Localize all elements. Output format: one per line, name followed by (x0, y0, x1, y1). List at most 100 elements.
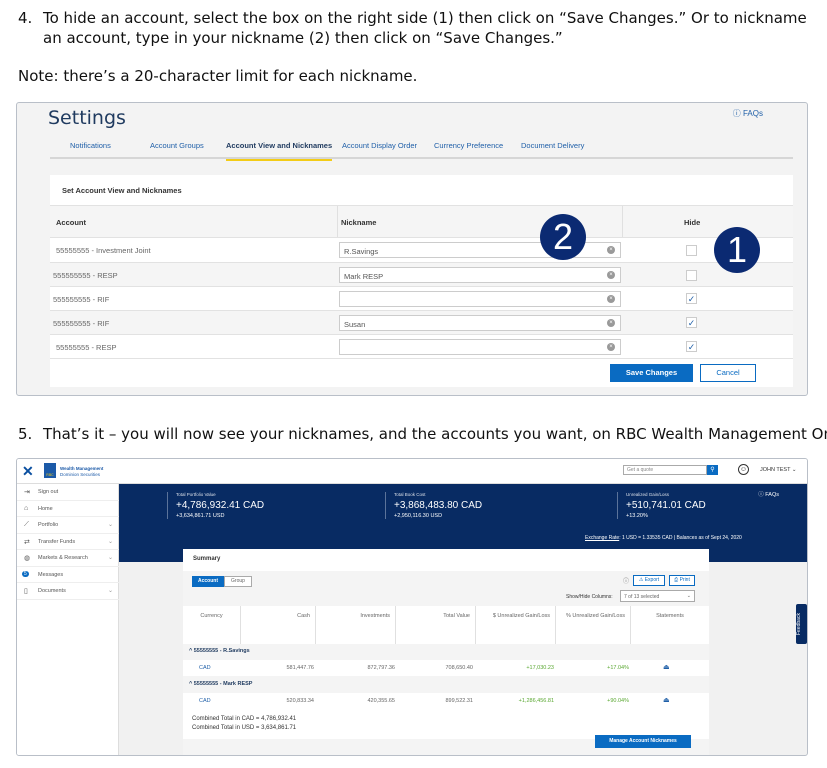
tab-account-view-nicknames[interactable]: Account View and Nicknames (226, 141, 333, 161)
quote-search-input[interactable]: Get a quote (623, 465, 707, 475)
show-hide-columns-select[interactable]: 7 of 13 selected ⌄ (620, 590, 695, 602)
callout-2: 2 (540, 214, 586, 260)
faqs-link[interactable]: ⓘ FAQs (758, 492, 779, 498)
tab-notifications[interactable]: Notifications (70, 141, 111, 150)
step-4-text: To hide an account, select the box on th… (43, 9, 807, 47)
hide-checkbox[interactable]: ✓ (686, 293, 697, 304)
account-name: 555555555 - RESP (53, 271, 118, 280)
close-icon[interactable]: ✕ (22, 463, 34, 479)
export-icon: ⚠ (638, 577, 644, 583)
statement-icon[interactable]: ⏏ (663, 664, 670, 671)
clear-icon[interactable]: × (607, 343, 615, 351)
sidebar-item-messages[interactable]: 5 Messages (17, 567, 119, 583)
document-icon: ▯ (24, 588, 28, 595)
nickname-input[interactable]: Mark RESP × (339, 267, 621, 283)
tab-currency-preference[interactable]: Currency Preference (434, 141, 504, 150)
user-avatar-icon[interactable]: ☺ (738, 464, 749, 475)
stat-total-book-cost: Total Book Cost +3,868,483.80 CAD +2,950,1… (385, 492, 482, 519)
info-icon[interactable]: ⓘ (623, 579, 630, 585)
sidebar-item-transfer-funds[interactable]: ⇄ Transfer Funds ⌄ (17, 534, 119, 550)
table-row: 55555555 - Investment Joint R.Savings × (50, 237, 793, 262)
clear-icon[interactable]: × (607, 295, 615, 303)
chart-icon: ⟋ (24, 521, 29, 528)
sidebar: ⇥ Sign out ⌂ Home ⟋ Portfolio ⌄ ⇄ Transfer Fu… (17, 484, 119, 755)
table-row: 555555555 - RIF × ✓ (50, 286, 793, 310)
sidebar-item-sign-out[interactable]: ⇥ Sign out (17, 484, 119, 501)
messages-icon: 5 (22, 570, 29, 577)
sidebar-item-documents[interactable]: ▯ Documents ⌄ (17, 583, 119, 600)
sign-out-icon: ⇥ (24, 489, 30, 496)
brand-name: Wealth Management Dominion Securities (60, 466, 104, 477)
hide-checkbox[interactable] (686, 270, 697, 281)
callout-1: 1 (714, 227, 760, 273)
tab-document-delivery[interactable]: Document Delivery (521, 141, 585, 150)
group-toggle[interactable]: Group (224, 576, 252, 587)
nicknames-card: Set Account View and Nicknames Account N… (50, 175, 793, 387)
settings-tabs: Notifications Account Groups Account Vie… (50, 139, 793, 161)
account-name: 555555555 - RIF (53, 295, 110, 304)
top-bar: ✕ RBC Wealth Management Dominion Securiti… (17, 459, 807, 484)
nickname-input[interactable]: × (339, 291, 621, 307)
dashboard-screenshot: ✕ RBC Wealth Management Dominion Securiti… (16, 458, 808, 756)
clear-icon[interactable]: × (607, 246, 615, 254)
column-nickname: Nickname (341, 218, 377, 227)
chevron-down-icon: ⌄ (107, 555, 113, 561)
clear-icon[interactable]: × (607, 271, 615, 279)
search-icon[interactable]: ⚲ (707, 465, 718, 475)
clear-icon[interactable]: × (607, 319, 615, 327)
statement-icon[interactable]: ⏏ (663, 697, 670, 704)
sidebar-item-markets-research[interactable]: ◍ Markets & Research ⌄ (17, 550, 119, 567)
exchange-rate-link[interactable]: Exchange Rate (585, 535, 620, 541)
feedback-tab[interactable]: Feedback (796, 604, 807, 644)
chevron-down-icon: ⌄ (107, 538, 113, 545)
step-4-number: 4. (18, 9, 33, 27)
sidebar-item-portfolio[interactable]: ⟋ Portfolio ⌄ (17, 517, 119, 534)
help-icon: ⓘ (732, 109, 741, 118)
table-header: Account Nickname Hide (50, 205, 793, 238)
print-button[interactable]: ⎙ Print (669, 575, 695, 586)
table-row: 55555555 - RESP × ✓ (50, 334, 793, 358)
hide-checkbox[interactable] (686, 245, 697, 256)
column-hide: Hide (684, 218, 701, 227)
stat-unrealized: Unrealized Gain/Loss +510,741.01 CAD +13.2… (617, 492, 706, 519)
hide-checkbox[interactable]: ✓ (686, 317, 697, 328)
chevron-down-icon: ⌄ (107, 588, 113, 594)
account-toggle[interactable]: Account (192, 576, 224, 587)
table-row: 555555555 - RIF Susan × ✓ (50, 310, 793, 334)
step-5-text: That’s it – you will now see your nickna… (43, 425, 827, 443)
user-menu[interactable]: JOHN TEST ⌄ (760, 467, 797, 473)
card-title: Set Account View and Nicknames (62, 186, 182, 195)
summary-table-header: Currency Cash Investments Total Value $ … (183, 606, 709, 644)
faqs-link[interactable]: ⓘ FAQs (732, 109, 763, 118)
show-hide-label: Show/Hide Columns: (566, 594, 613, 600)
summary-card: Summary Account Group ⓘ ⚠ Export ⎙ Print… (183, 549, 709, 755)
nickname-input[interactable]: × (339, 339, 621, 355)
note-text: Note: there’s a 20-character limit for e… (18, 67, 418, 85)
page-title: Settings (48, 107, 126, 129)
export-button[interactable]: ⚠ Export (633, 575, 665, 586)
cancel-button[interactable]: Cancel (700, 364, 756, 382)
hide-checkbox[interactable]: ✓ (686, 341, 697, 352)
chevron-down-icon: ⌄ (791, 467, 797, 473)
stat-total-portfolio: Total Portfolio Value +4,786,932.41 CAD +3… (167, 492, 264, 519)
account-group-header[interactable]: ^ 55555555 - Mark RESP (189, 681, 253, 687)
exchange-rate-text: : 1 USD = 1.33535 CAD | Balances as of S… (619, 535, 742, 541)
manage-nicknames-button[interactable]: Manage Account Nicknames (595, 735, 691, 748)
rbc-logo: RBC (44, 463, 56, 478)
summary-row: CAD 581,447.76 872,797.36 708,650.40 +17… (183, 660, 709, 676)
home-icon: ⌂ (24, 504, 29, 512)
step-5-number: 5. (18, 425, 33, 443)
sidebar-item-home[interactable]: ⌂ Home (17, 501, 119, 517)
settings-screenshot: Settings ⓘ FAQs Notifications Account Gr… (16, 102, 808, 396)
chevron-down-icon: ⌄ (686, 593, 691, 599)
tab-account-display-order[interactable]: Account Display Order (342, 141, 418, 150)
column-account: Account (56, 218, 86, 227)
save-changes-button[interactable]: Save Changes (610, 364, 693, 382)
chevron-down-icon: ⌄ (107, 522, 113, 528)
tab-account-groups[interactable]: Account Groups (150, 141, 204, 150)
combined-totals: Combined Total in CAD = 4,786,932.41 Com… (183, 709, 709, 739)
account-group-header[interactable]: ^ 55555555 - R.Savings (189, 648, 250, 654)
nickname-input[interactable]: Susan × (339, 315, 621, 331)
table-row: 555555555 - RESP Mark RESP × (50, 262, 793, 286)
print-icon: ⎙ (674, 577, 679, 583)
